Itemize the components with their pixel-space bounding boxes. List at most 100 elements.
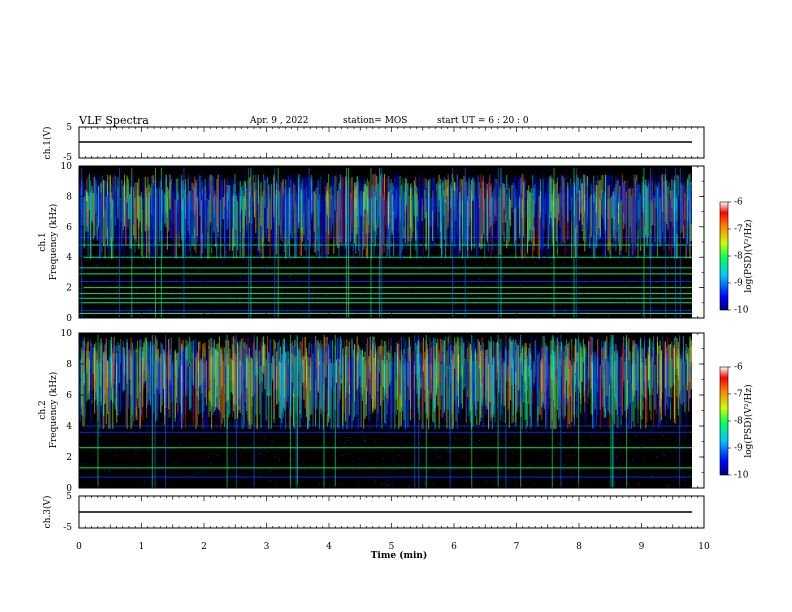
noise-speckle — [438, 470, 440, 472]
noise-speckle — [631, 296, 633, 298]
noise-speckle — [671, 451, 673, 453]
y-tick-label: 6 — [66, 223, 72, 233]
ch2-spectrogram-ylabel-frequency: Frequency (kHz) — [48, 372, 59, 449]
noise-speckle — [229, 289, 231, 291]
noise-speckle — [197, 300, 199, 302]
noise-speckle — [663, 268, 665, 270]
noise-speckle — [638, 484, 640, 486]
noise-speckle — [608, 315, 610, 317]
noise-speckle — [364, 459, 366, 461]
noise-speckle — [287, 308, 289, 310]
noise-speckle — [79, 431, 81, 433]
noise-speckle — [212, 288, 214, 290]
noise-speckle — [228, 423, 230, 425]
noise-speckle — [574, 268, 576, 270]
noise-speckle — [217, 435, 219, 437]
noise-speckle — [215, 426, 217, 428]
noise-speckle — [640, 447, 642, 449]
noise-speckle — [107, 469, 109, 471]
noise-speckle — [575, 454, 577, 456]
noise-speckle — [474, 474, 476, 476]
noise-speckle — [443, 282, 445, 284]
noise-speckle — [361, 430, 363, 432]
noise-speckle — [90, 259, 92, 261]
noise-speckle — [330, 302, 332, 304]
noise-speckle — [548, 437, 550, 439]
noise-speckle — [216, 454, 218, 456]
noise-speckle — [210, 462, 212, 464]
noise-speckle — [563, 263, 565, 265]
noise-speckle — [657, 282, 659, 284]
noise-speckle — [667, 483, 669, 485]
date-label: Apr. 9 , 2022 — [249, 116, 309, 126]
noise-speckle — [498, 478, 500, 480]
noise-speckle — [682, 475, 684, 477]
noise-speckle — [155, 483, 157, 485]
noise-speckle — [405, 464, 407, 466]
noise-speckle — [427, 271, 429, 273]
noise-speckle — [211, 312, 213, 314]
noise-speckle — [374, 255, 375, 257]
noise-speckle — [420, 468, 422, 470]
noise-speckle — [282, 287, 284, 289]
noise-speckle — [304, 315, 306, 317]
noise-speckle — [465, 437, 467, 439]
noise-speckle — [419, 268, 421, 270]
noise-speckle — [266, 451, 268, 453]
ch2-spectrogram-ylabel: ch.2 — [38, 400, 48, 419]
noise-speckle — [81, 272, 83, 274]
noise-speckle — [559, 477, 561, 479]
noise-speckle — [378, 423, 380, 425]
noise-speckle — [663, 453, 665, 455]
x-tick-label: 1 — [139, 542, 145, 552]
y-tick-label: 2 — [66, 284, 72, 294]
x-axis-label: Time (min) — [371, 550, 428, 561]
noise-speckle — [297, 464, 299, 466]
noise-speckle — [585, 316, 587, 318]
noise-speckle — [357, 282, 359, 284]
noise-speckle — [320, 472, 322, 474]
noise-speckle — [473, 441, 475, 443]
noise-speckle — [140, 256, 142, 258]
noise-speckle — [621, 469, 623, 471]
noise-speckle — [446, 462, 448, 464]
noise-speckle — [360, 427, 362, 429]
noise-speckle — [384, 264, 386, 266]
noise-speckle — [147, 435, 149, 437]
noise-speckle — [453, 288, 455, 290]
noise-speckle — [344, 276, 346, 278]
noise-speckle — [320, 267, 322, 269]
noise-speckle — [511, 440, 513, 442]
noise-speckle — [209, 453, 211, 455]
noise-speckle — [564, 478, 566, 480]
noise-speckle — [424, 481, 426, 483]
noise-speckle — [304, 469, 306, 471]
x-tick-label: 10 — [698, 542, 710, 552]
noise-speckle — [670, 306, 672, 308]
noise-speckle — [444, 309, 446, 311]
noise-speckle — [487, 464, 489, 466]
noise-speckle — [517, 257, 519, 259]
noise-speckle — [177, 462, 179, 464]
noise-speckle — [119, 285, 121, 287]
noise-speckle — [518, 464, 520, 466]
noise-speckle — [322, 462, 324, 464]
noise-speckle — [609, 276, 611, 278]
noise-speckle — [436, 272, 438, 274]
noise-speckle — [137, 468, 139, 470]
noise-speckle — [269, 309, 271, 311]
noise-speckle — [325, 436, 327, 438]
noise-speckle — [393, 312, 395, 314]
noise-speckle — [180, 315, 182, 317]
noise-speckle — [229, 253, 231, 255]
noise-speckle — [662, 277, 664, 279]
noise-speckle — [434, 426, 436, 428]
colorbar-tick-label: -10 — [734, 471, 749, 481]
noise-speckle — [150, 309, 152, 311]
noise-speckle — [294, 448, 296, 450]
noise-speckle — [621, 294, 623, 296]
noise-speckle — [244, 448, 246, 450]
noise-speckle — [297, 279, 299, 281]
noise-speckle — [116, 289, 118, 291]
noise-speckle — [605, 266, 607, 268]
